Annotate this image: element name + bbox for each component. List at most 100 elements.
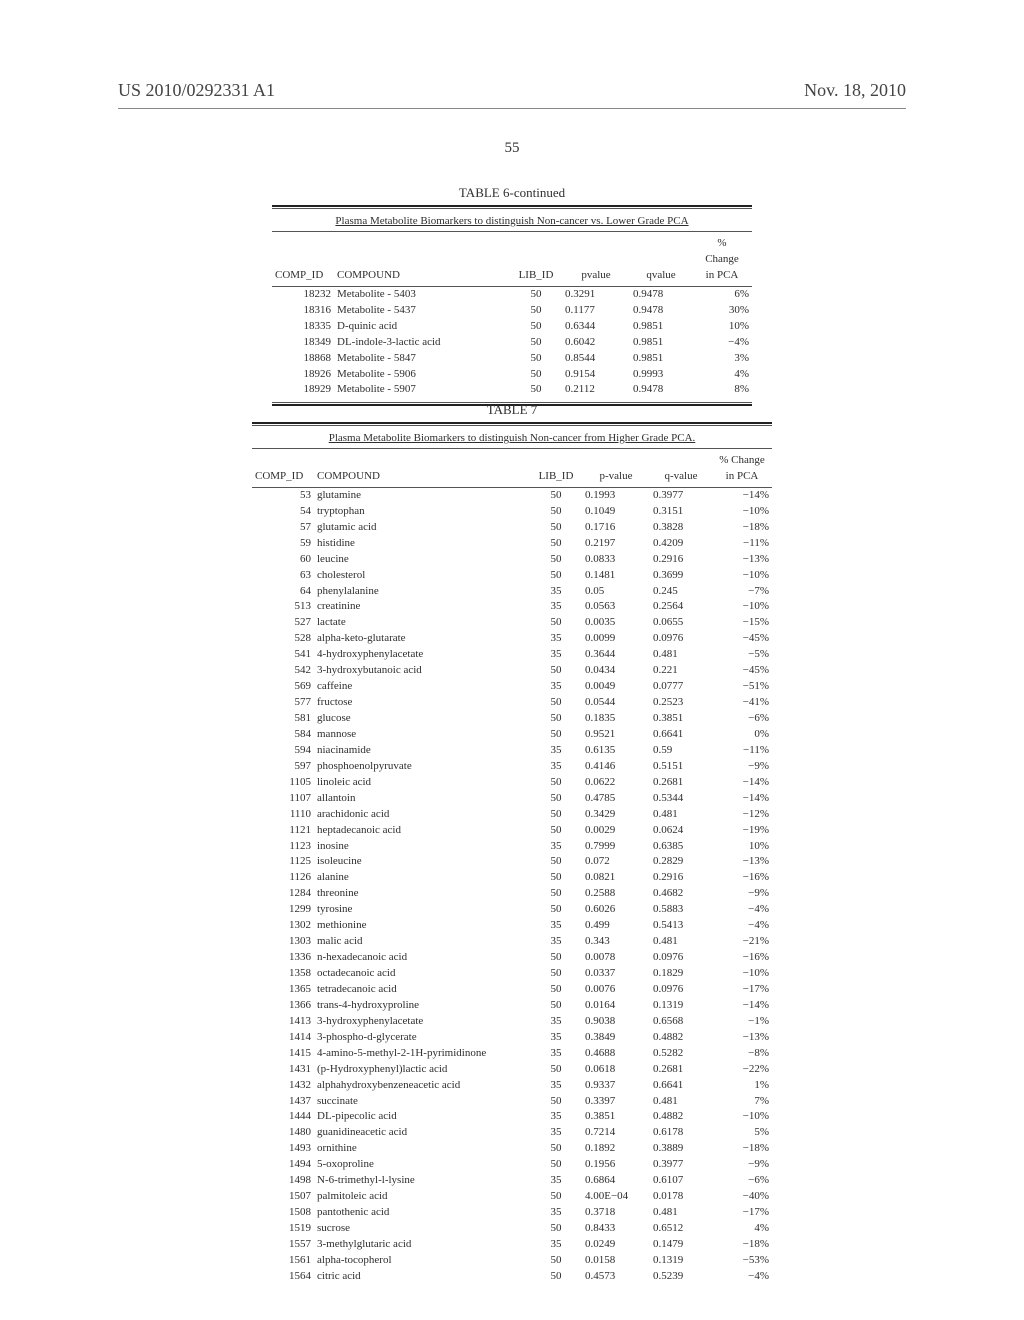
table-cell: 0.2681 [650, 775, 712, 791]
table-cell: 527 [252, 615, 314, 631]
table-cell: 50 [530, 982, 582, 998]
table-cell: 0.3397 [582, 1094, 650, 1110]
table-cell: 50 [530, 791, 582, 807]
table-cell: 10% [712, 839, 772, 855]
table-cell: 4% [692, 367, 752, 383]
table-cell: 0.3828 [650, 520, 712, 536]
table-7: TABLE 7 Plasma Metabolite Biomarkers to … [252, 402, 772, 1285]
table-cell: 0.6641 [650, 1078, 712, 1094]
table-row: 1508pantothenic acid350.37180.481−17% [252, 1205, 772, 1221]
table-cell: 59 [252, 536, 314, 552]
table-cell: 0.4785 [582, 791, 650, 807]
table-cell: 0.072 [582, 854, 650, 870]
table-row: 1336n-hexadecanoic acid500.00780.0976−16… [252, 950, 772, 966]
table-6-head: COMP_ID COMPOUND LIB_ID pvalue qvalue %C… [272, 232, 752, 286]
table-cell: phosphoenolpyruvate [314, 759, 530, 775]
table-cell: pantothenic acid [314, 1205, 530, 1221]
table-6-continued: TABLE 6-continued Plasma Metabolite Biom… [272, 185, 752, 406]
table-cell: 53 [252, 487, 314, 503]
table-cell: 50 [530, 1189, 582, 1205]
table-cell: 0.3151 [650, 504, 712, 520]
table-cell: 35 [530, 679, 582, 695]
table-cell: 0.4682 [650, 886, 712, 902]
table-cell: −11% [712, 743, 772, 759]
table-cell: 1561 [252, 1253, 314, 1269]
col-change: %Changein PCA [692, 232, 752, 286]
table-cell: 0.3851 [650, 711, 712, 727]
table-cell: −10% [712, 1109, 772, 1125]
table-cell: 0.1319 [650, 998, 712, 1014]
table-cell: 513 [252, 599, 314, 615]
table-cell: 50 [530, 615, 582, 631]
table-row: 18316Metabolite - 5437500.11770.947830% [272, 303, 752, 319]
table-cell: alpha-keto-glutarate [314, 631, 530, 647]
table-cell: 50 [530, 775, 582, 791]
table-row: 18335D-quinic acid500.63440.985110% [272, 319, 752, 335]
table-cell: 0.0821 [582, 870, 650, 886]
table-cell: 1494 [252, 1157, 314, 1173]
table-cell: 0.2916 [650, 870, 712, 886]
table-cell: 35 [530, 1046, 582, 1062]
table-cell: 50 [530, 807, 582, 823]
table-cell: 1365 [252, 982, 314, 998]
table-cell: −12% [712, 807, 772, 823]
table-cell: 0.0076 [582, 982, 650, 998]
table-cell: 50 [510, 335, 562, 351]
table-cell: −41% [712, 695, 772, 711]
table-row: 1365tetradecanoic acid500.00760.0976−17% [252, 982, 772, 998]
table-cell: 0.3291 [562, 286, 630, 302]
table-cell: isoleucine [314, 854, 530, 870]
table-row: 18926Metabolite - 5906500.91540.99934% [272, 367, 752, 383]
table-cell: 50 [530, 902, 582, 918]
table-row: 577fructose500.05440.2523−41% [252, 695, 772, 711]
table-cell: 0.9478 [630, 382, 692, 398]
table-row: 60leucine500.08330.2916−13% [252, 552, 772, 568]
table-cell: 50 [510, 319, 562, 335]
table-cell: trans-4-hydroxyproline [314, 998, 530, 1014]
table-cell: 0.1319 [650, 1253, 712, 1269]
table-cell: alanine [314, 870, 530, 886]
table-cell: 0.481 [650, 647, 712, 663]
table-cell: −1% [712, 1014, 772, 1030]
table-cell: linoleic acid [314, 775, 530, 791]
table-cell: 35 [530, 918, 582, 934]
table-cell: −7% [712, 584, 772, 600]
table-row: 1519sucrose500.84330.65124% [252, 1221, 772, 1237]
col-lib-id: LIB_ID [510, 232, 562, 286]
table-cell: 1107 [252, 791, 314, 807]
table-cell: 35 [530, 1030, 582, 1046]
table-cell: 50 [510, 351, 562, 367]
table-cell: 54 [252, 504, 314, 520]
table-cell: 0.481 [650, 807, 712, 823]
table-cell: 542 [252, 663, 314, 679]
col-compound: COMPOUND [334, 232, 510, 286]
table-row: 1366trans-4-hydroxyproline500.01640.1319… [252, 998, 772, 1014]
table-cell: 0.4688 [582, 1046, 650, 1062]
table-cell: −14% [712, 791, 772, 807]
table-cell: 0.3718 [582, 1205, 650, 1221]
table-cell: palmitoleic acid [314, 1189, 530, 1205]
header-rule [118, 108, 906, 109]
table-cell: 50 [530, 1062, 582, 1078]
table-cell: 0.3977 [650, 1157, 712, 1173]
table-cell: 0.3851 [582, 1109, 650, 1125]
table-cell: 0.1716 [582, 520, 650, 536]
table-cell: −6% [712, 711, 772, 727]
table-cell: 0.4573 [582, 1269, 650, 1285]
table-cell: −17% [712, 1205, 772, 1221]
table-cell: 50 [530, 711, 582, 727]
table-cell: 5-oxoproline [314, 1157, 530, 1173]
table-cell: 577 [252, 695, 314, 711]
table-cell: 0.3699 [650, 568, 712, 584]
table-row: 64phenylalanine350.050.245−7% [252, 584, 772, 600]
table-cell: 0.6344 [562, 319, 630, 335]
table-cell: 4% [712, 1221, 772, 1237]
table-cell: 0.3977 [650, 487, 712, 503]
table-row: 1105linoleic acid500.06220.2681−14% [252, 775, 772, 791]
table-row: 18232Metabolite - 5403500.32910.94786% [272, 286, 752, 302]
table-row: 5423-hydroxybutanoic acid500.04340.221−4… [252, 663, 772, 679]
table-cell: 35 [530, 759, 582, 775]
table-cell: 50 [510, 303, 562, 319]
table-cell: 0.0164 [582, 998, 650, 1014]
table-row: 1302methionine350.4990.5413−4% [252, 918, 772, 934]
